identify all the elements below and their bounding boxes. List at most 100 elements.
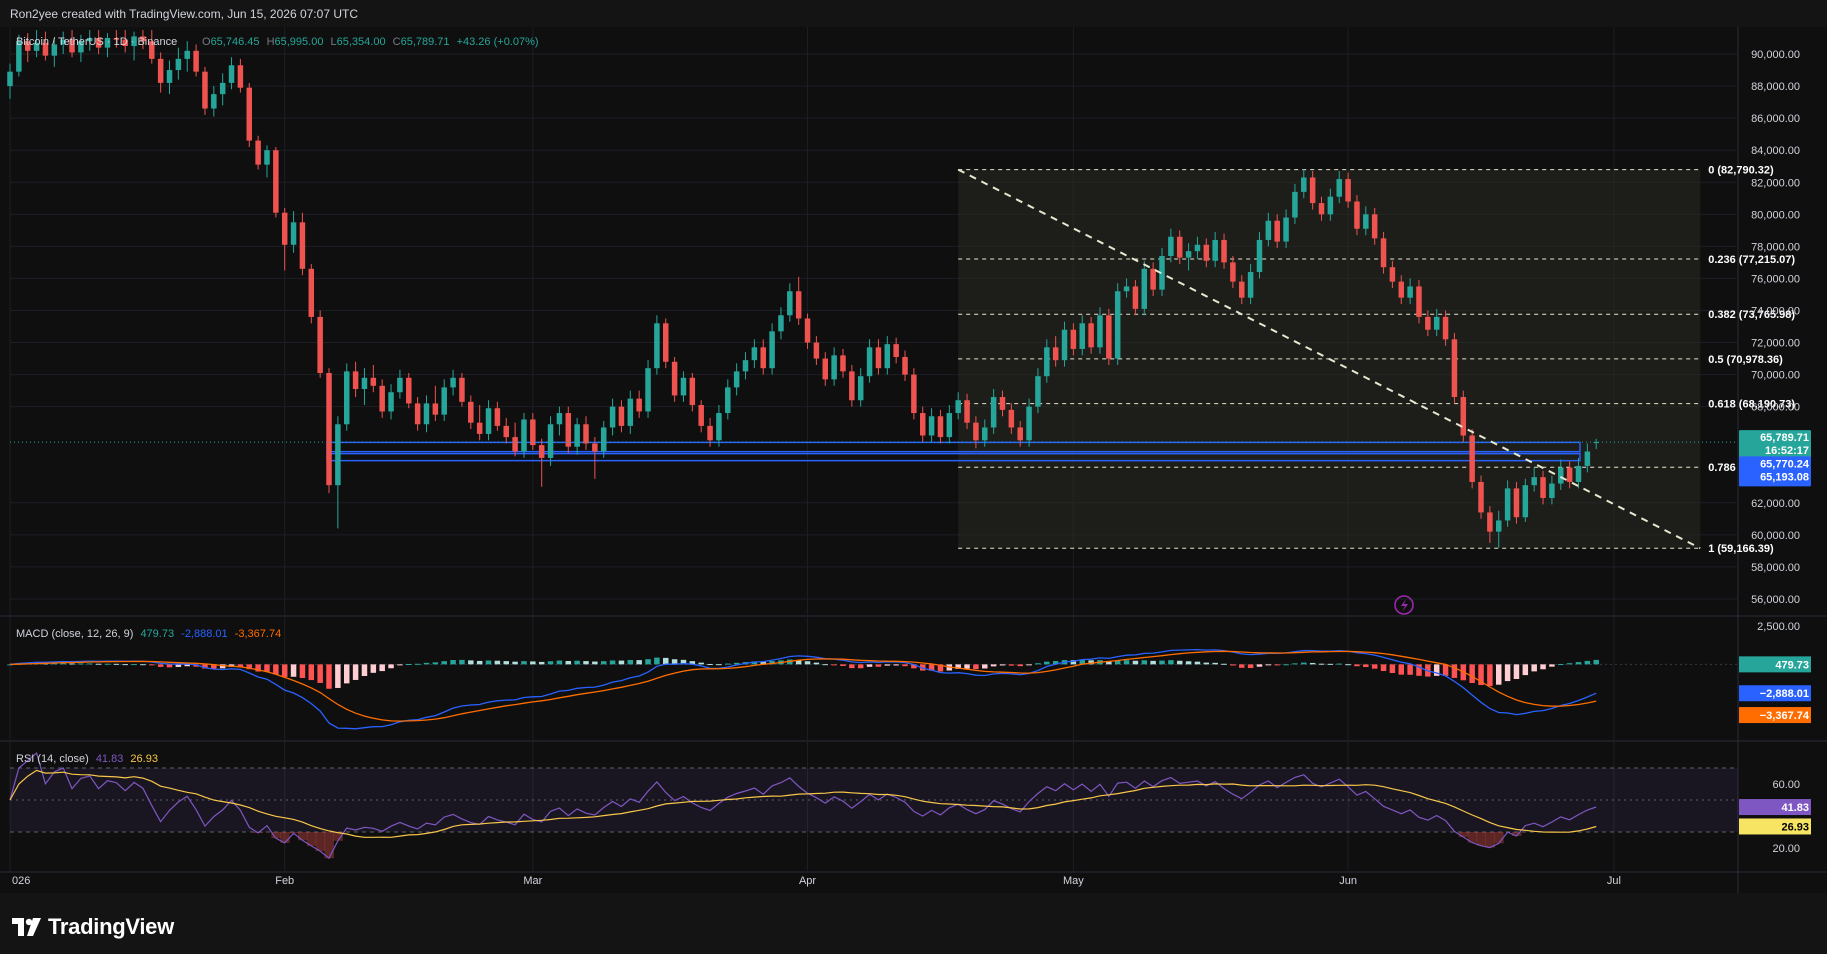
candle-body	[468, 401, 474, 423]
macd-histogram-bar	[184, 664, 190, 667]
legend-open-label: O	[202, 36, 211, 48]
alert-icon[interactable]	[1394, 595, 1414, 615]
candle-body	[1052, 347, 1059, 361]
candle-body	[645, 368, 651, 412]
candle-body	[1256, 239, 1263, 273]
rsi-pane[interactable]: 60.00 20.00 41.83 26.93	[9, 752, 1811, 860]
macd-histogram-bar	[521, 661, 527, 665]
macd-histogram-bar	[175, 664, 182, 667]
macd-histogram-bar	[1389, 664, 1396, 673]
rsi-oversold-fill	[1494, 832, 1504, 844]
macd-histogram-bar	[795, 660, 802, 665]
candle-body	[973, 422, 979, 441]
zone-badge-text: 65,770.24	[1760, 458, 1810, 470]
svg-text:RSI (14, close) 41.83: RSI (14, close) 41.83 26.93	[16, 753, 158, 765]
candle-body	[849, 371, 855, 401]
candle-body	[1407, 286, 1413, 298]
macd-histogram-bar	[875, 664, 882, 667]
price-tick: 68,000.00	[1751, 402, 1800, 414]
macd-histogram-bar	[1363, 664, 1369, 668]
candle-body	[1203, 244, 1210, 261]
candle-body	[494, 408, 501, 426]
rsi-ma-value: 26.93	[130, 753, 158, 765]
trendline-dashed	[957, 168, 1701, 550]
macd-histogram-bar	[1292, 663, 1298, 665]
candle-body	[175, 58, 182, 71]
macd-badge-text: −2,888.01	[1760, 688, 1809, 700]
macd-histogram-bar	[725, 663, 731, 665]
macd-histogram-bar	[503, 661, 509, 665]
macd-histogram-bar	[1274, 664, 1280, 666]
candle-body	[547, 424, 554, 458]
candle-body	[1336, 179, 1342, 197]
candlestick-chart[interactable]: 0 (82,790.32) 0.236 (77,215.07) 0.382 (73,…	[0, 0, 1827, 893]
macd-histogram-bar	[1247, 664, 1254, 669]
macd-badge	[1739, 707, 1811, 724]
candle-body	[1212, 239, 1218, 261]
price-tick: 74,000.00	[1751, 305, 1800, 317]
candle-body	[990, 397, 997, 428]
trendline[interactable]	[957, 168, 1701, 550]
macd-histogram-bar	[1070, 660, 1077, 665]
macd-histogram-bar	[1566, 663, 1573, 665]
candle-body	[884, 344, 891, 369]
candle-body	[42, 42, 49, 56]
candle-body	[78, 41, 84, 53]
macd-histogram-bar	[902, 664, 908, 667]
legend-close-label: C	[393, 36, 401, 48]
candle-body	[928, 416, 935, 436]
macd-histogram-bar	[556, 660, 563, 665]
macd-histogram-bar	[1301, 662, 1307, 665]
candle-body	[414, 403, 421, 425]
candle-body	[1008, 409, 1015, 428]
candle-body	[1265, 220, 1272, 240]
candle-body	[211, 94, 217, 109]
candle-body	[503, 425, 509, 438]
tradingview-logo[interactable]: TradingView	[12, 914, 174, 940]
macd-histogram-bar	[7, 664, 13, 666]
macd-histogram-bar	[1504, 664, 1511, 682]
candle-body	[1194, 244, 1201, 252]
macd-histogram-bar	[1469, 664, 1475, 684]
price-axis[interactable]: 90,000.00 88,000.00 86,000.00 84,000.00 82,0…	[1739, 49, 1811, 606]
candle-body	[725, 387, 731, 414]
candle-body	[157, 58, 164, 83]
candle-body	[87, 38, 93, 42]
macd-histogram-bar	[1203, 662, 1210, 665]
candle-body	[299, 222, 306, 269]
rsi-oversold-fill	[1458, 832, 1469, 837]
macd-histogram-bar	[919, 664, 926, 671]
candle-body	[1380, 238, 1387, 268]
macd-histogram-bar	[1398, 664, 1405, 675]
price-tick: 86,000.00	[1751, 113, 1800, 125]
macd-histogram-bar	[1336, 663, 1342, 665]
candle-body	[459, 377, 465, 402]
rsi-oversold-fill	[1512, 832, 1522, 836]
candle-body	[946, 413, 953, 438]
tradingview-brand: TradingView	[48, 914, 174, 939]
rsi-badge	[1739, 818, 1811, 835]
macd-histogram-bar	[317, 664, 323, 683]
macd-pane[interactable]: 2,500.00 479.73 −2,888.01 −3,367.74	[7, 621, 1811, 730]
candle-body	[166, 70, 173, 83]
time-axis[interactable]: 026 Feb Mar Apr May Jun Jul	[12, 875, 1621, 887]
macd-histogram-bar	[1185, 661, 1192, 665]
candle-body	[893, 344, 899, 357]
macd-histogram-bar	[299, 664, 306, 678]
tradingview-logo-icon	[12, 918, 41, 936]
fib-level-label: 0.618 (68,190.73)	[1708, 399, 1795, 411]
macd-histogram-bar	[1194, 661, 1201, 665]
candle-body	[1221, 239, 1227, 263]
candle-body	[1017, 427, 1023, 441]
rsi-badge-text: 41.83	[1781, 802, 1809, 814]
rsi-oversold-fill	[1467, 832, 1478, 843]
macd-histogram-bar	[663, 657, 669, 665]
candle-body	[680, 377, 687, 396]
candle-body	[512, 437, 518, 452]
candle-body	[698, 405, 704, 426]
macd-histogram-bar	[468, 660, 474, 665]
macd-axis-label: 2,500.00	[1757, 621, 1800, 633]
candle-body	[1549, 483, 1555, 498]
candle-body	[919, 413, 926, 436]
macd-histogram-bar	[698, 662, 704, 665]
